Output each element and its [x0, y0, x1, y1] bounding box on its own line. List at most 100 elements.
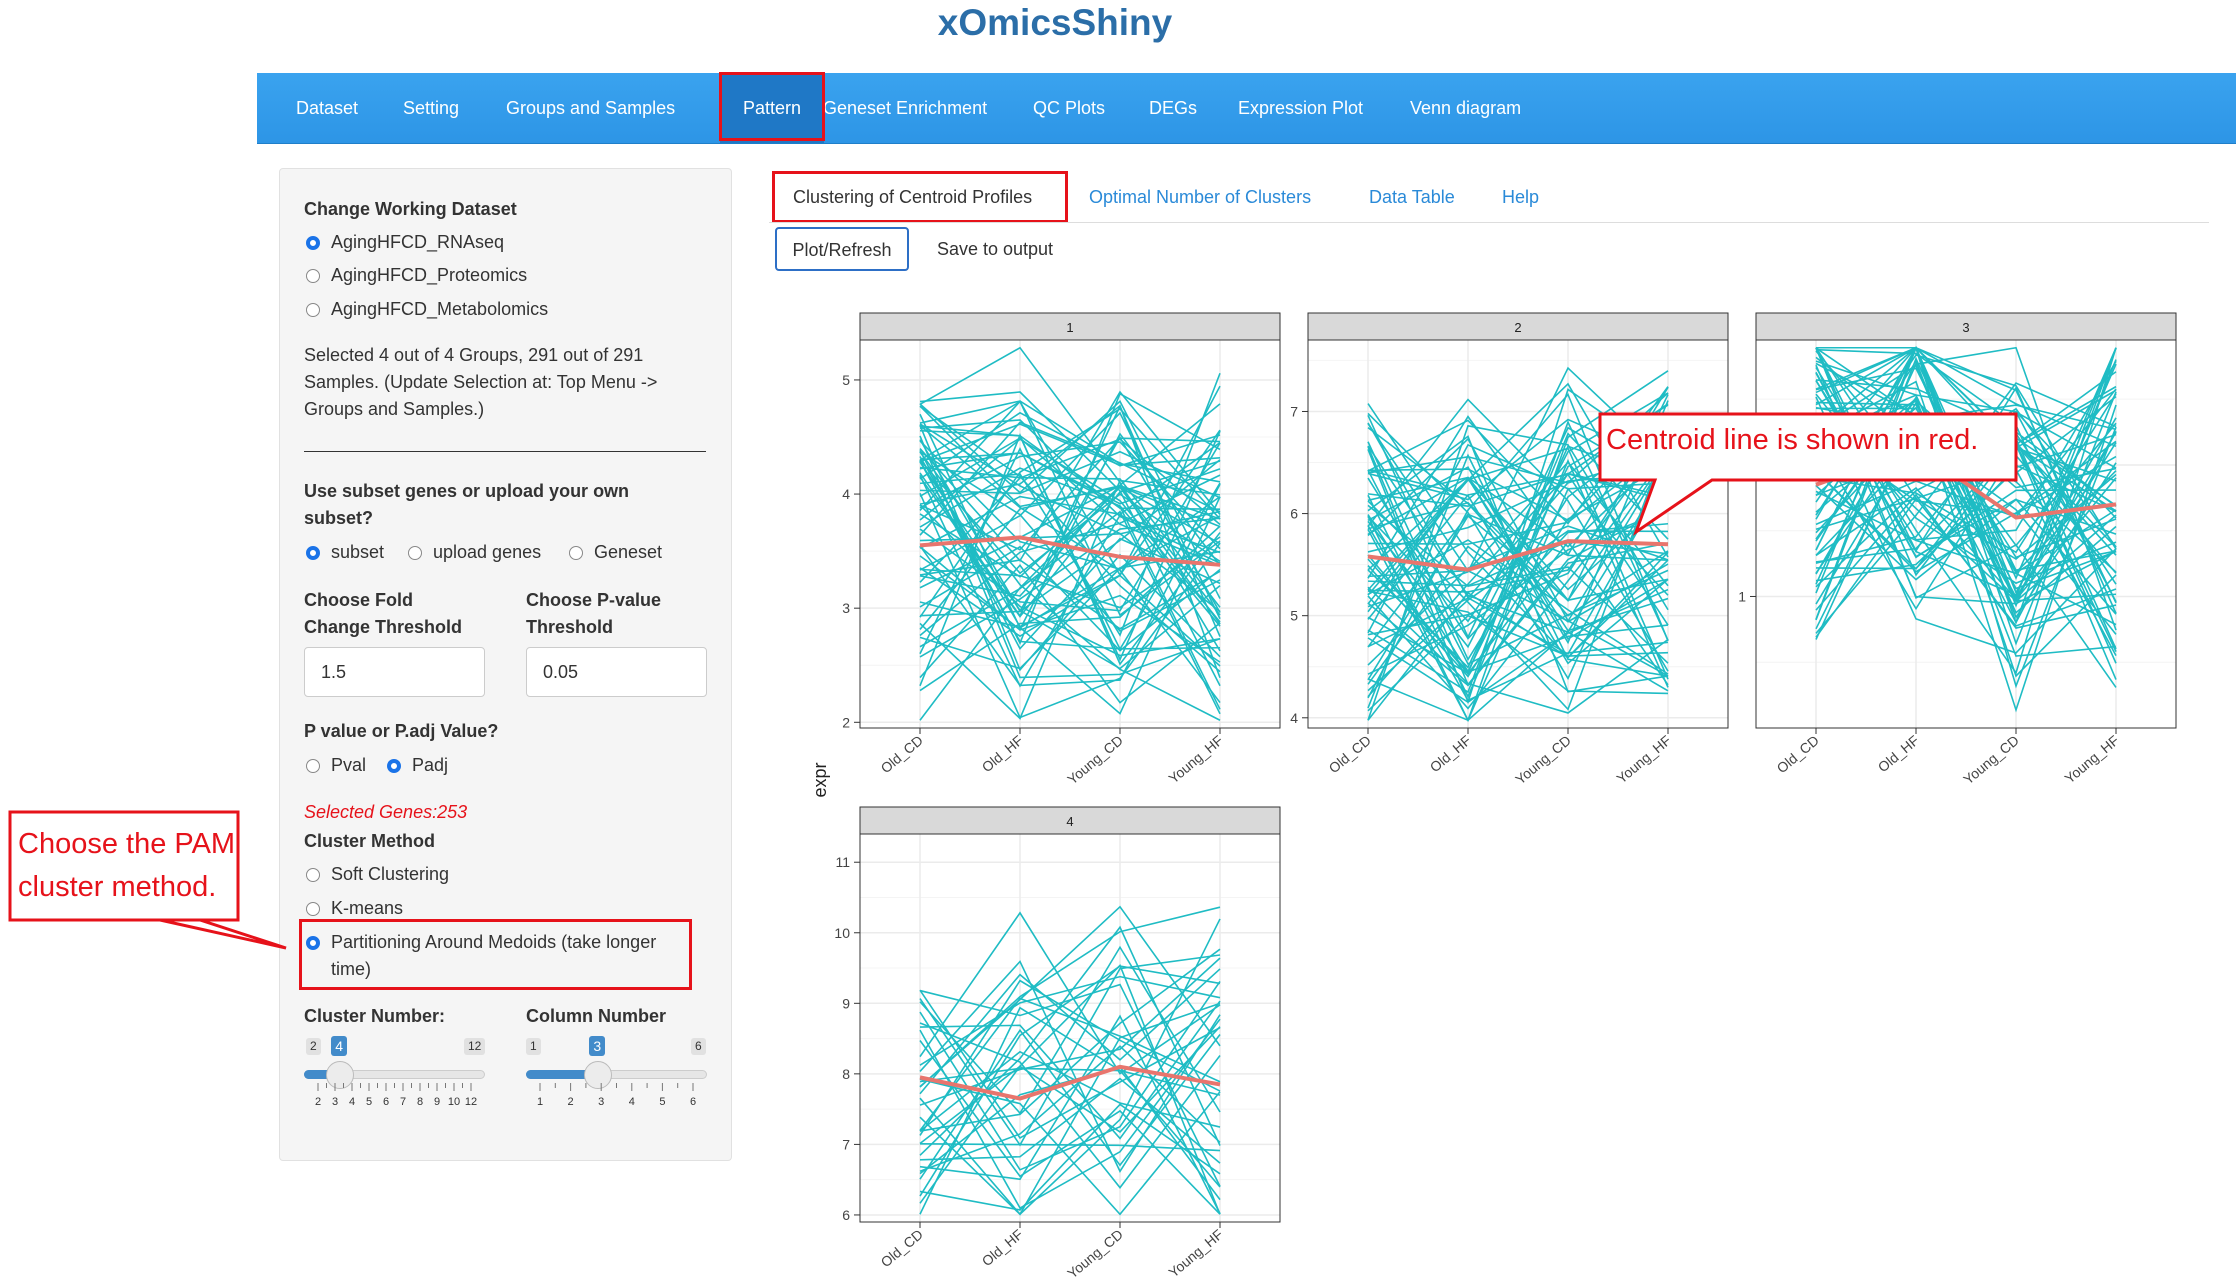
gene-profile-line: [919, 1143, 1221, 1152]
navbar: Dataset Setting Groups and Samples Pattern G…: [257, 73, 2236, 144]
slider-tick-label: 12: [465, 1096, 477, 1108]
gene-profile-line: [919, 479, 1221, 720]
cluster-value-tag: 4: [331, 1036, 347, 1056]
fold-change-input[interactable]: 1.5: [304, 647, 485, 697]
gene-profile-line: [1367, 423, 1669, 623]
dataset-label-proteomics: AgingHFCD_Proteomics: [331, 265, 528, 285]
slider-tick-label: 1: [537, 1096, 543, 1108]
subset-radio-upload[interactable]: [408, 546, 422, 560]
nav-setting[interactable]: Setting: [403, 98, 460, 118]
nav-qc-plots[interactable]: QC Plots: [1033, 98, 1106, 118]
dataset-radio-metabolomics[interactable]: [306, 303, 320, 317]
panel-2-strip: [1307, 312, 1729, 341]
panel-1-strip: [859, 312, 1281, 341]
gene-profile-line: [919, 460, 1221, 618]
gene-profile-line: [1367, 422, 1669, 656]
cluster-slider-handle[interactable]: [326, 1061, 355, 1089]
gene-profile-line: [1367, 477, 1669, 640]
y-tick-label: 9: [842, 995, 850, 1011]
slider-tick-label: 6: [690, 1096, 696, 1108]
gene-profile-line: [1815, 346, 2117, 620]
tab-data-table[interactable]: Data Table: [1369, 187, 1455, 207]
nav-geneset-enrichment[interactable]: Geneset Enrichment: [823, 98, 988, 118]
gene-profile-line: [1367, 461, 1669, 587]
nav-venn-diagram[interactable]: Venn diagram: [1410, 98, 1522, 118]
method-radio-kmeans[interactable]: [306, 902, 320, 916]
y-tick-label: 5: [1290, 608, 1298, 624]
gene-profile-line: [1815, 388, 2117, 526]
y-tick-label: 4: [1290, 710, 1298, 726]
gene-profile-line: [1367, 445, 1669, 692]
gene-profile-line: [919, 495, 1221, 670]
nav-expression-plot[interactable]: Expression Plot: [1238, 98, 1364, 118]
tab-help[interactable]: Help: [1502, 187, 1540, 207]
selection-info-2: Samples. (Update Selection at: Top Menu …: [304, 372, 658, 392]
gene-profile-line: [919, 441, 1221, 549]
slider-tick-label: 6: [383, 1096, 389, 1108]
nav-degs[interactable]: DEGs: [1149, 98, 1198, 118]
gene-profile-line: [919, 390, 1221, 562]
gene-profile-line: [919, 400, 1221, 617]
tab-underline: [769, 222, 2209, 223]
panel-4-title: 4: [1066, 814, 1073, 829]
slider-tick-label: 8: [417, 1096, 423, 1108]
gene-profile-line: [919, 403, 1221, 597]
subset-label-geneset: Geneset: [594, 542, 663, 562]
subset-radio-geneset[interactable]: [569, 546, 583, 560]
gene-profile-line: [919, 963, 1221, 1215]
gene-profile-line: [919, 979, 1221, 1136]
tab-optimal-clusters[interactable]: Optimal Number of Clusters: [1089, 187, 1312, 207]
gene-profile-line: [919, 451, 1221, 633]
dataset-radio-proteomics[interactable]: [306, 269, 320, 283]
cluster-method-heading: Cluster Method: [304, 831, 436, 851]
gene-profile-line: [919, 1006, 1221, 1215]
y-tick-label: 6: [1290, 506, 1298, 522]
cluster-slider-ticks: 2 3 4 5 6 7 8 9 10 12: [315, 1083, 477, 1108]
panel-1-title: 1: [1066, 320, 1073, 335]
gene-profile-line: [919, 485, 1221, 578]
gene-profile-line: [919, 483, 1221, 687]
selection-info-1: Selected 4 out of 4 Groups, 291 out of 2…: [304, 345, 644, 365]
gene-profile-line: [1367, 540, 1669, 686]
gene-profile-line: [919, 438, 1221, 583]
y-tick-label: 1: [1738, 588, 1746, 604]
save-output-button[interactable]: Save to output: [918, 227, 1072, 271]
slider-tick-label: 2: [315, 1096, 321, 1108]
dataset-radio-rnaseq[interactable]: [306, 236, 320, 250]
gene-profile-line: [1367, 530, 1669, 692]
gene-profile-line: [1367, 508, 1669, 675]
gene-profile-line: [1367, 525, 1669, 702]
gene-profile-line: [1815, 347, 2117, 599]
gene-profile-line: [919, 411, 1221, 480]
method-radio-soft[interactable]: [306, 868, 320, 882]
panel-1-border: [859, 339, 1281, 729]
pval-radio[interactable]: [306, 759, 320, 773]
panel-2-title: 2: [1514, 320, 1521, 335]
centroid-callout-text: Centroid line is shown in red.: [1606, 424, 1978, 456]
gene-profile-line: [919, 1028, 1221, 1180]
nav-dataset[interactable]: Dataset: [296, 98, 359, 118]
gene-profile-line: [919, 918, 1221, 1216]
centroid-line-1: [919, 535, 1221, 567]
tab-clustering[interactable]: Clustering of Centroid Profiles: [793, 187, 1033, 207]
padj-radio[interactable]: [387, 759, 401, 773]
method-radio-pam[interactable]: [306, 936, 320, 950]
column-max-tag: 6: [691, 1038, 706, 1055]
slider-tick-label: 10: [448, 1096, 460, 1108]
plot-refresh-button[interactable]: Plot/Refresh: [775, 227, 909, 271]
nav-groups-and-samples[interactable]: Groups and Samples: [506, 98, 676, 118]
pvalue-input[interactable]: 0.05: [526, 647, 707, 697]
nav-pattern[interactable]: Pattern: [720, 73, 824, 143]
slider-tick-label: 7: [400, 1096, 406, 1108]
gene-profile-line: [919, 975, 1221, 1066]
subset-radio-subset[interactable]: [306, 546, 320, 560]
centroid-callout-bubble: [1598, 412, 2018, 536]
gene-profile-line: [919, 954, 1221, 1147]
y-tick-label: 10: [834, 925, 850, 941]
column-number-label: Column Number: [526, 1006, 667, 1026]
column-slider-handle[interactable]: [584, 1061, 613, 1089]
dataset-label-rnaseq: AgingHFCD_RNAseq: [331, 232, 505, 252]
gene-profile-line: [919, 997, 1221, 1132]
method-label-pam-2: time): [331, 959, 371, 979]
